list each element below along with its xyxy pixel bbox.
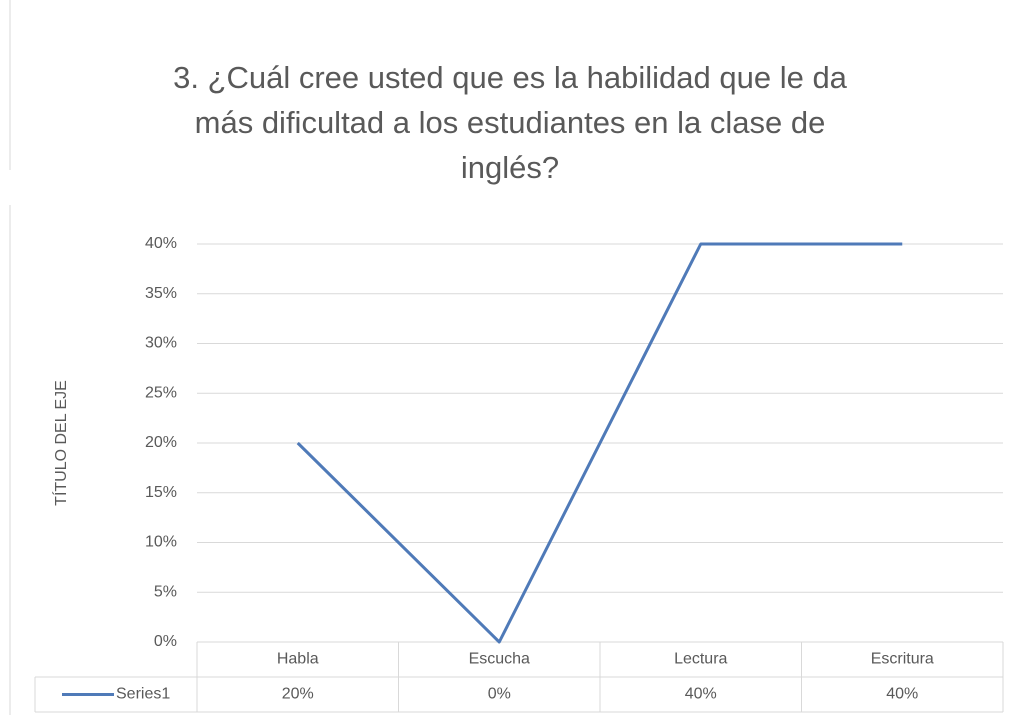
data-table-value: 20% [282,686,314,703]
x-tick-label: Escritura [871,651,934,668]
y-tick-label: 0% [154,633,177,650]
chart-title: 3. ¿Cuál cree usted que es la habilidad … [173,60,847,185]
y-tick-label: 20% [145,434,177,451]
data-table-value: 0% [488,686,511,703]
legend-label: Series1 [116,686,170,703]
x-tick-label: Escucha [469,651,530,668]
line [296,242,903,644]
y-tick-label: 35% [145,285,177,302]
y-tick-label: 5% [154,583,177,600]
y-tick-label: 40% [145,235,177,252]
x-tick-label: Habla [277,651,319,668]
data-table-value: 40% [886,686,918,703]
data-table-value: 40% [685,686,717,703]
y-tick-label: 15% [145,484,177,501]
y-axis-title: TÍTULO DEL EJE [51,380,70,506]
x-tick-label: Lectura [674,651,727,668]
y-tick-label: 10% [145,534,177,551]
y-tick-label: 30% [145,335,177,352]
y-tick-label: 25% [145,384,177,401]
